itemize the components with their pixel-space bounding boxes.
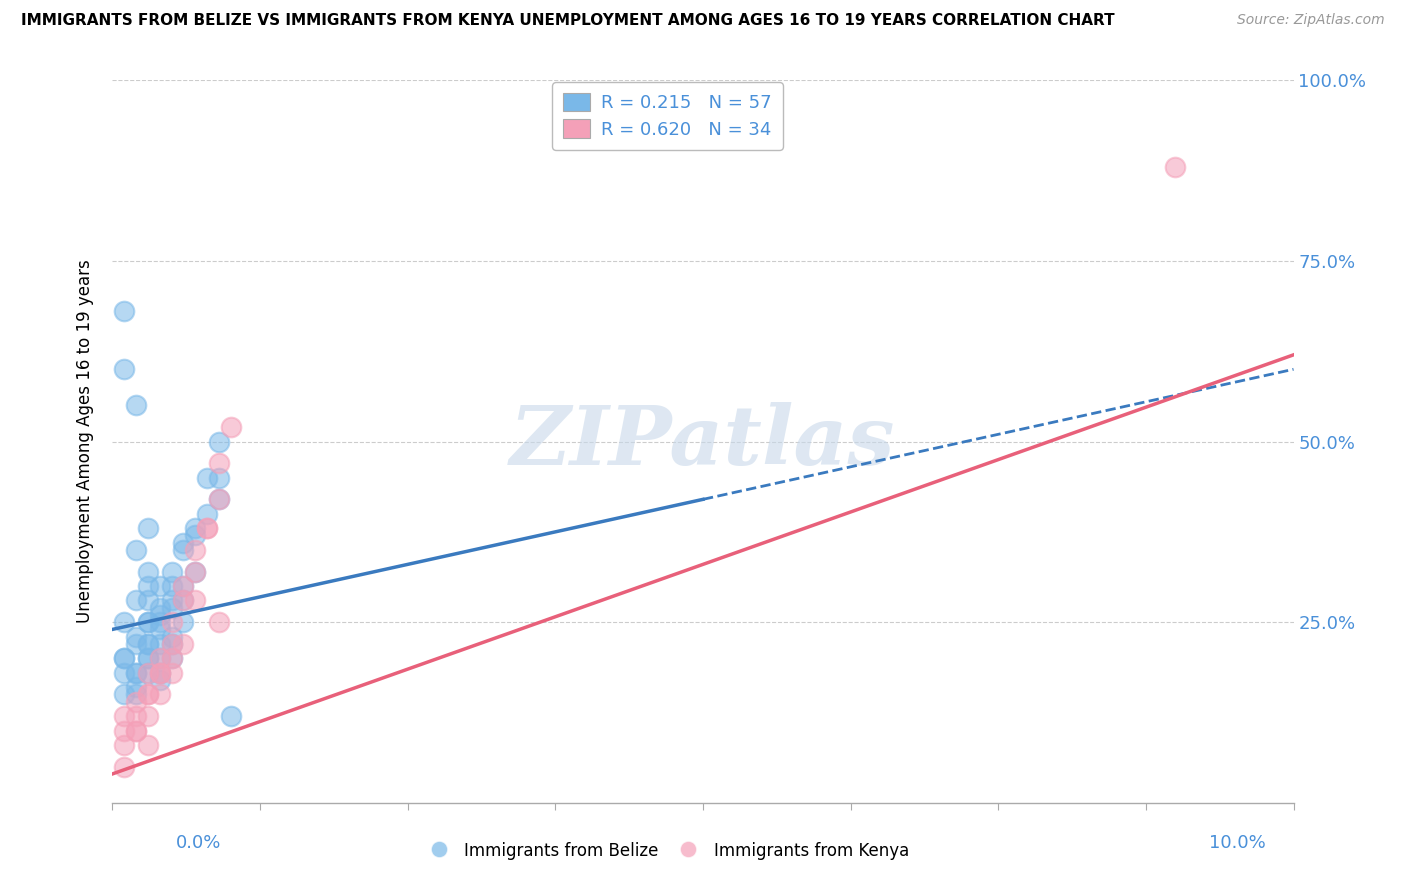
- Point: [112, 738, 135, 752]
- Point: [112, 709, 135, 723]
- Point: [172, 535, 194, 549]
- Point: [219, 420, 242, 434]
- Point: [172, 637, 194, 651]
- Point: [195, 521, 218, 535]
- Point: [136, 521, 159, 535]
- Point: [136, 593, 159, 607]
- Point: [208, 456, 231, 470]
- Point: [160, 651, 183, 665]
- Point: [195, 470, 218, 484]
- Point: [149, 623, 172, 637]
- Point: [172, 579, 194, 593]
- Point: [125, 680, 148, 694]
- Point: [136, 665, 159, 680]
- Point: [149, 651, 172, 665]
- Y-axis label: Unemployment Among Ages 16 to 19 years: Unemployment Among Ages 16 to 19 years: [76, 260, 94, 624]
- Point: [136, 651, 159, 665]
- Point: [149, 665, 172, 680]
- Point: [184, 542, 207, 557]
- Point: [112, 760, 135, 774]
- Point: [160, 600, 183, 615]
- Legend: Immigrants from Belize, Immigrants from Kenya: Immigrants from Belize, Immigrants from …: [419, 835, 915, 867]
- Point: [125, 630, 148, 644]
- Point: [136, 615, 159, 630]
- Point: [136, 651, 159, 665]
- Point: [160, 593, 183, 607]
- Point: [149, 579, 172, 593]
- Point: [125, 695, 148, 709]
- Text: IMMIGRANTS FROM BELIZE VS IMMIGRANTS FROM KENYA UNEMPLOYMENT AMONG AGES 16 TO 19: IMMIGRANTS FROM BELIZE VS IMMIGRANTS FRO…: [21, 13, 1115, 29]
- Point: [136, 615, 159, 630]
- Point: [172, 593, 194, 607]
- Point: [149, 637, 172, 651]
- Point: [172, 615, 194, 630]
- Point: [149, 673, 172, 687]
- Point: [136, 637, 159, 651]
- Point: [184, 528, 207, 542]
- Point: [112, 687, 135, 701]
- Point: [208, 492, 231, 507]
- Point: [112, 665, 135, 680]
- Point: [112, 651, 135, 665]
- Point: [1164, 160, 1187, 174]
- Point: [136, 665, 159, 680]
- Point: [112, 362, 135, 376]
- Point: [136, 687, 159, 701]
- Point: [219, 709, 242, 723]
- Point: [160, 637, 183, 651]
- Point: [184, 565, 207, 579]
- Point: [195, 507, 218, 521]
- Point: [112, 615, 135, 630]
- Point: [149, 600, 172, 615]
- Point: [149, 651, 172, 665]
- Text: ZIPatlas: ZIPatlas: [510, 401, 896, 482]
- Point: [136, 565, 159, 579]
- Point: [125, 665, 148, 680]
- Point: [136, 738, 159, 752]
- Point: [125, 723, 148, 738]
- Point: [125, 637, 148, 651]
- Point: [136, 637, 159, 651]
- Point: [112, 304, 135, 318]
- Point: [136, 709, 159, 723]
- Point: [160, 565, 183, 579]
- Point: [184, 565, 207, 579]
- Point: [136, 687, 159, 701]
- Point: [208, 470, 231, 484]
- Text: 0.0%: 0.0%: [176, 834, 221, 852]
- Point: [208, 434, 231, 449]
- Point: [125, 709, 148, 723]
- Point: [125, 687, 148, 701]
- Point: [160, 579, 183, 593]
- Point: [208, 492, 231, 507]
- Point: [149, 665, 172, 680]
- Point: [184, 593, 207, 607]
- Point: [160, 637, 183, 651]
- Point: [160, 665, 183, 680]
- Text: 10.0%: 10.0%: [1209, 834, 1265, 852]
- Point: [172, 579, 194, 593]
- Point: [149, 687, 172, 701]
- Point: [125, 542, 148, 557]
- Point: [184, 521, 207, 535]
- Point: [195, 521, 218, 535]
- Point: [160, 615, 183, 630]
- Point: [112, 651, 135, 665]
- Point: [125, 723, 148, 738]
- Text: Source: ZipAtlas.com: Source: ZipAtlas.com: [1237, 13, 1385, 28]
- Point: [160, 651, 183, 665]
- Point: [172, 542, 194, 557]
- Point: [172, 593, 194, 607]
- Point: [125, 398, 148, 412]
- Point: [160, 630, 183, 644]
- Point: [149, 665, 172, 680]
- Point: [149, 607, 172, 622]
- Point: [149, 615, 172, 630]
- Point: [125, 665, 148, 680]
- Point: [125, 593, 148, 607]
- Point: [112, 723, 135, 738]
- Point: [208, 615, 231, 630]
- Point: [136, 579, 159, 593]
